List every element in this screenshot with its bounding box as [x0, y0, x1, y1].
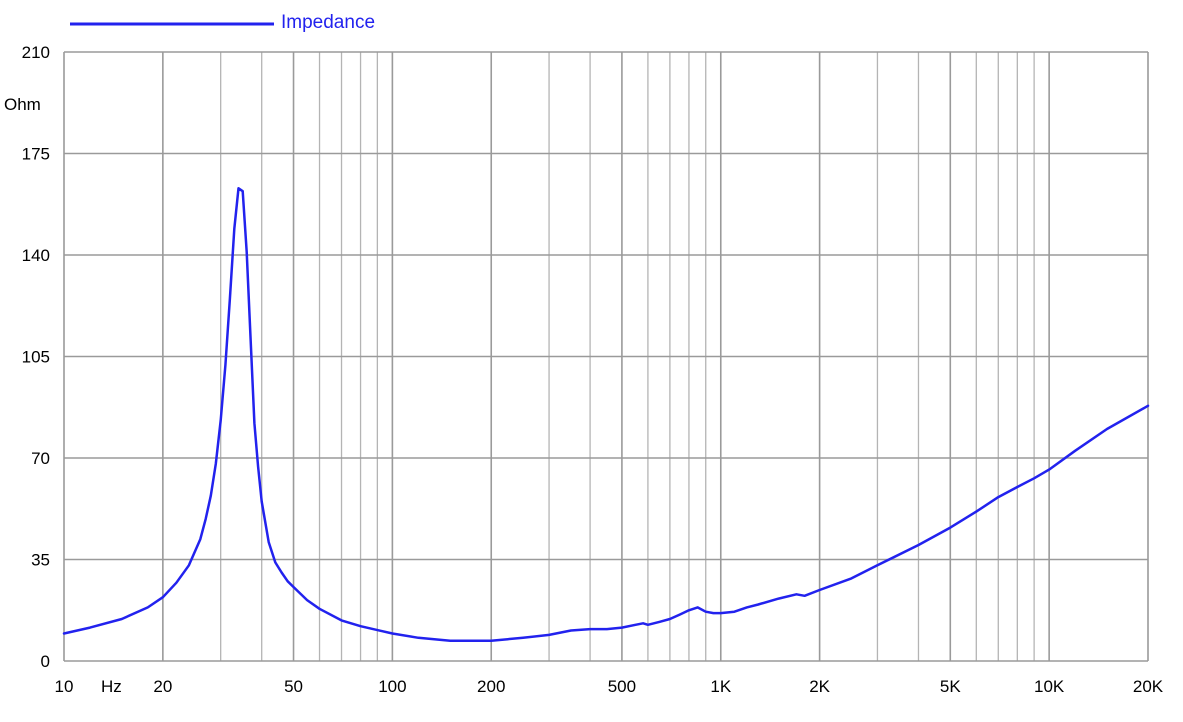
x-tick-label: 1K [710, 677, 731, 696]
y-tick-labels: 0 35 70 105 140 175 210 [22, 43, 50, 671]
y-tick-label: 0 [41, 652, 50, 671]
x-axis-label: Hz [101, 677, 122, 696]
y-axis-label: Ohm [4, 95, 41, 114]
x-tick-label: 10K [1034, 677, 1065, 696]
y-tick-label: 35 [31, 551, 50, 570]
x-tick-labels: 10 20 50 100 200 500 1K 2K 5K 10K 20K [55, 677, 1164, 696]
x-tick-label: 50 [284, 677, 303, 696]
legend-label-impedance: Impedance [281, 12, 375, 33]
y-grid-lines [64, 51, 1148, 662]
y-tick-label: 210 [22, 43, 50, 62]
x-tick-label: 2K [809, 677, 830, 696]
legend: Impedance [70, 12, 375, 33]
y-tick-label: 70 [31, 449, 50, 468]
y-tick-label: 105 [22, 348, 50, 367]
x-tick-label: 20K [1133, 677, 1164, 696]
impedance-series-line [62, 187, 1150, 642]
x-tick-label: 500 [608, 677, 636, 696]
x-tick-label: 10 [55, 677, 74, 696]
y-tick-label: 140 [22, 246, 50, 265]
x-tick-label: 200 [477, 677, 505, 696]
x-tick-label: 5K [940, 677, 961, 696]
x-tick-label: 20 [153, 677, 172, 696]
y-tick-label: 175 [22, 145, 50, 164]
x-tick-label: 100 [378, 677, 406, 696]
